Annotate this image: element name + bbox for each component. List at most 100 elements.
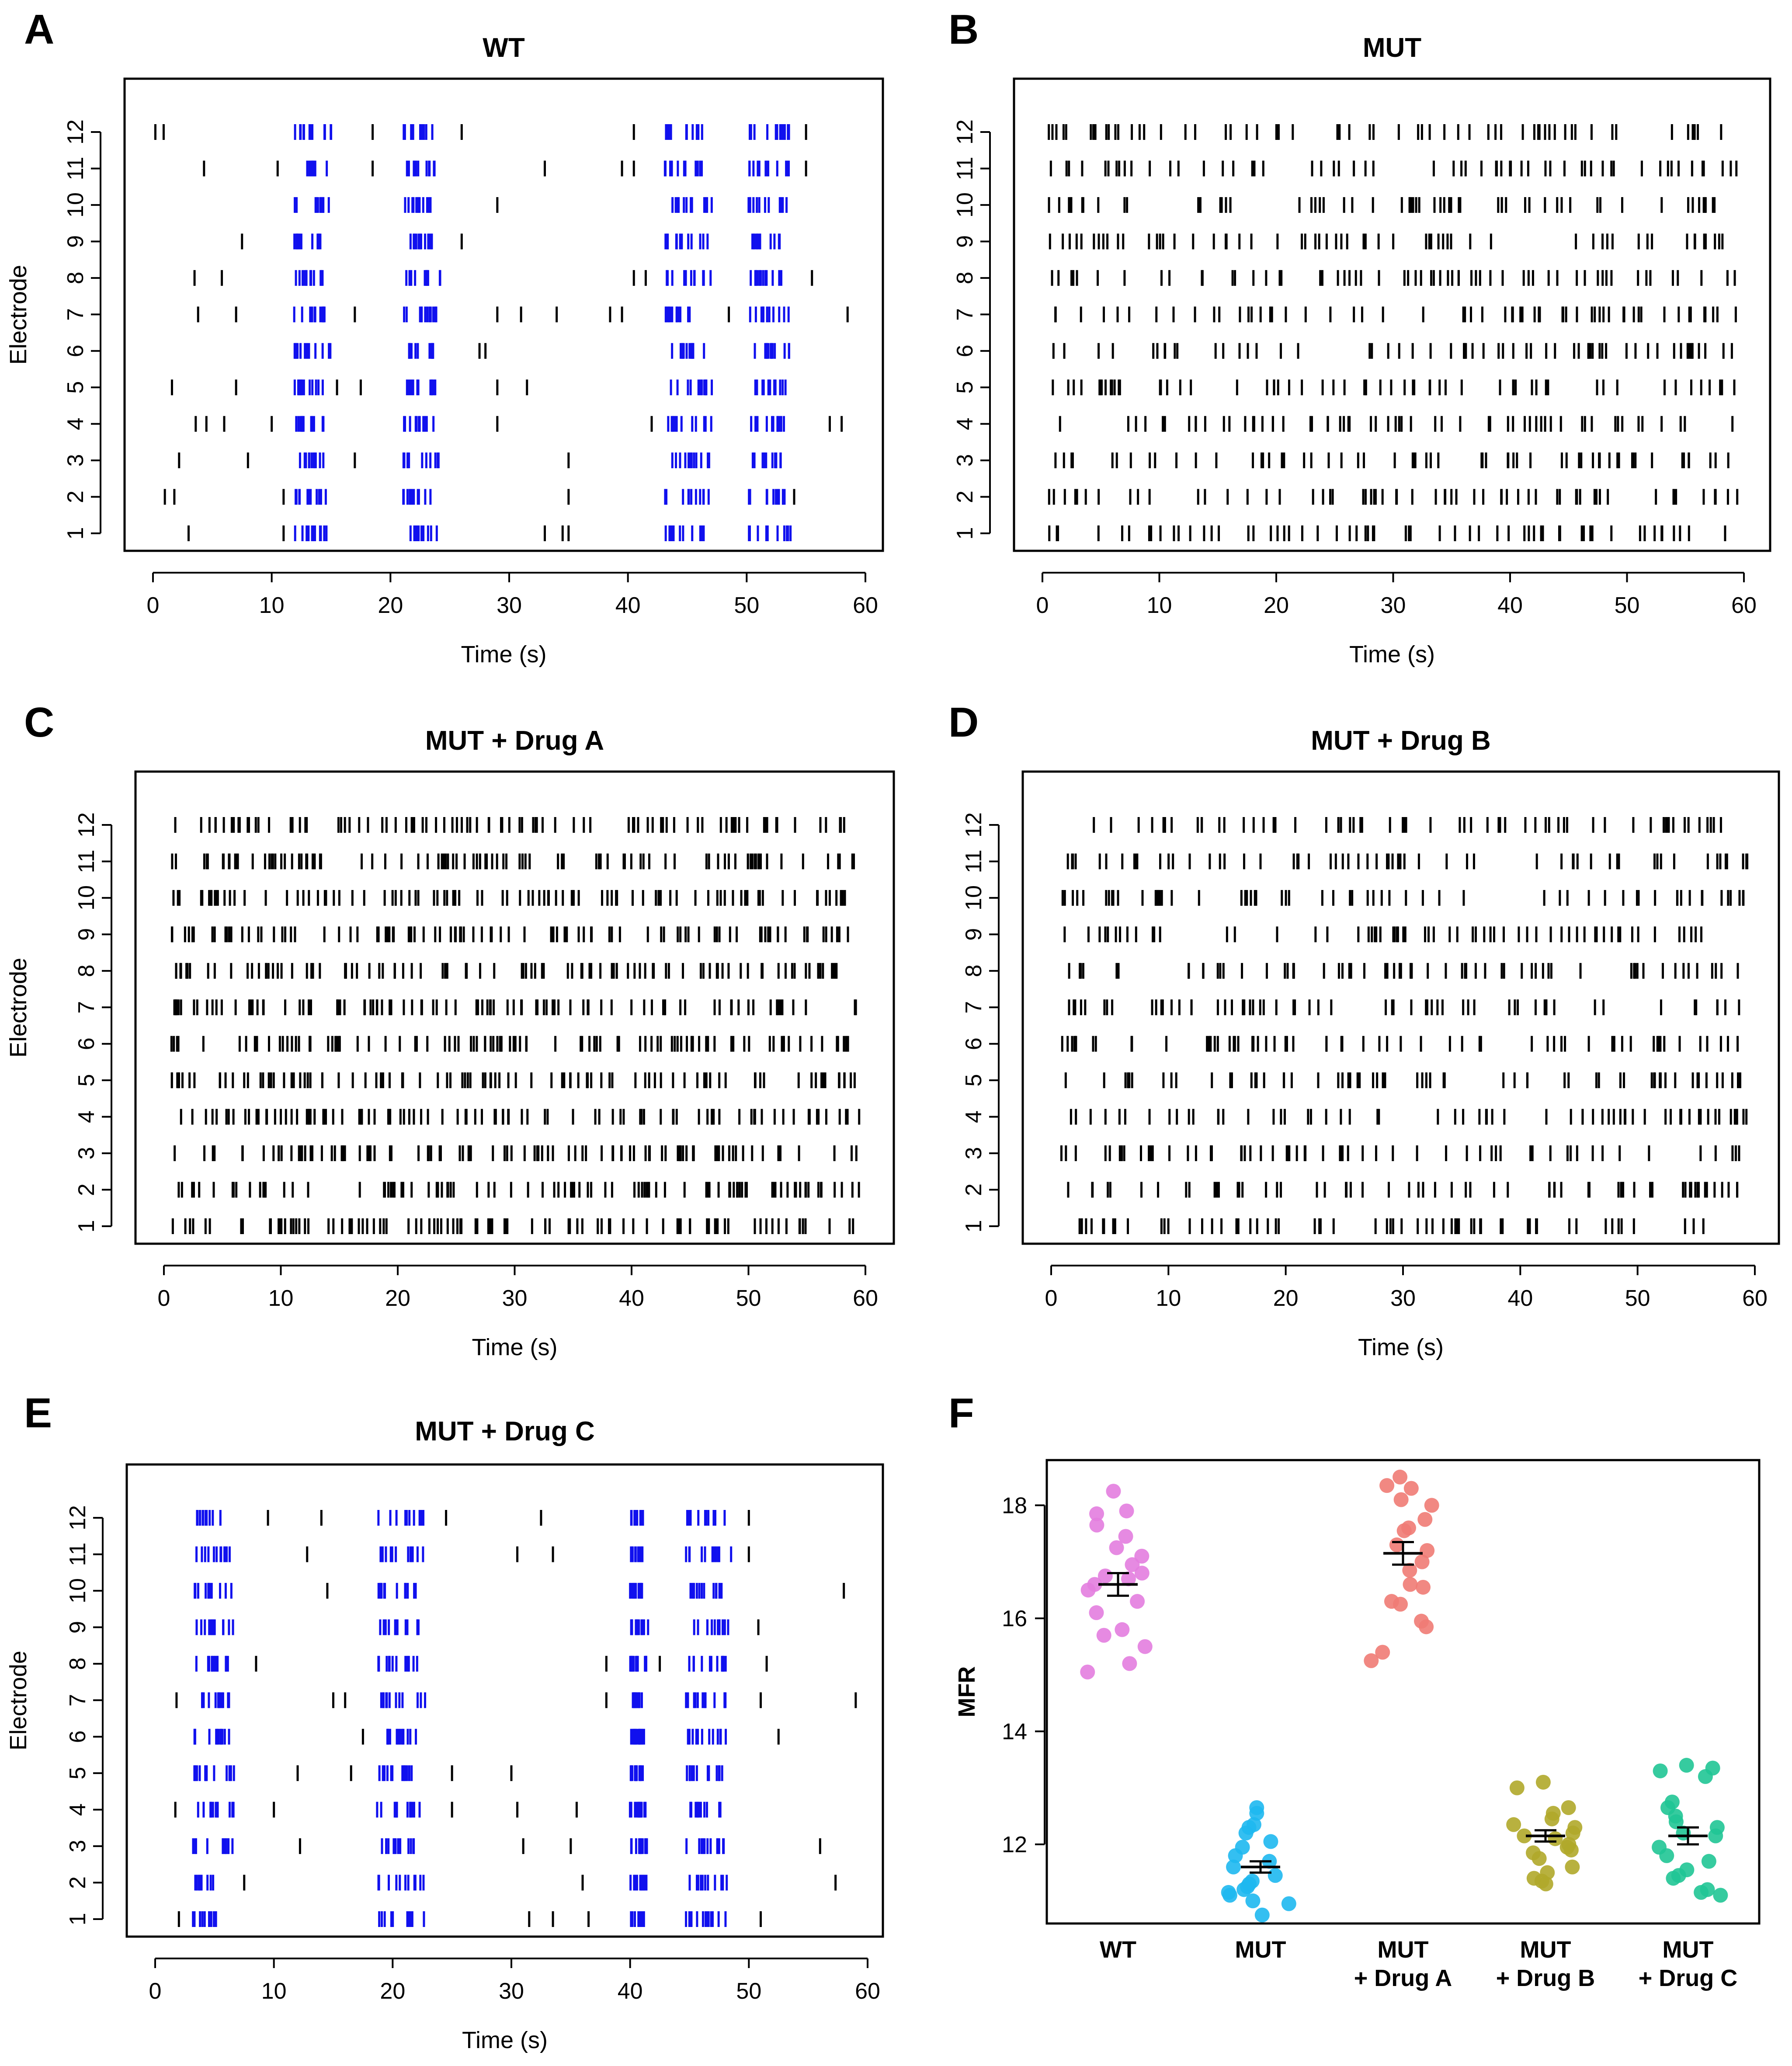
data-point: [1089, 1605, 1104, 1621]
data-point: [1109, 1540, 1124, 1555]
y-tick-label: 6: [961, 1037, 986, 1050]
data-point: [1565, 1826, 1580, 1841]
y-tick-label: 9: [65, 1621, 90, 1634]
category-label-line2: + Drug C: [1639, 1965, 1738, 1991]
data-point: [1119, 1503, 1134, 1519]
y-tick-label: 7: [74, 1001, 99, 1014]
y-tick-label: 6: [952, 344, 978, 357]
y-tick-label: 3: [63, 454, 88, 467]
data-point: [1393, 1596, 1408, 1612]
y-axis-label: Electrode: [5, 265, 31, 365]
y-tick-label: 9: [63, 235, 88, 248]
x-axis-label: Time (s): [462, 2027, 548, 2053]
category-label: MUT: [1235, 1937, 1286, 1963]
x-axis-label: Time (s): [1349, 641, 1435, 668]
y-tick-label: 5: [65, 1767, 90, 1780]
data-point: [1364, 1653, 1379, 1668]
data-point: [1137, 1639, 1153, 1654]
y-axis-label: Electrode: [5, 958, 31, 1057]
y-tick-label: 9: [952, 235, 978, 248]
data-point: [1134, 1565, 1150, 1581]
y-tick-label: 12: [952, 119, 978, 145]
y-tick-label: 2: [65, 1876, 90, 1889]
data-point: [1420, 1543, 1435, 1558]
data-point: [1517, 1828, 1532, 1843]
category-label: MUT: [1520, 1937, 1571, 1963]
x-tick-label: 10: [1156, 1286, 1181, 1311]
data-point: [1653, 1763, 1668, 1778]
y-axis-label: MFR: [954, 1666, 980, 1718]
data-point: [1713, 1888, 1728, 1903]
panel-letter: F: [948, 1390, 974, 1436]
y-tick-label: 3: [952, 454, 978, 467]
x-tick-label: 60: [853, 1286, 878, 1311]
y-tick-label: 3: [65, 1840, 90, 1853]
data-point: [1238, 1826, 1254, 1841]
data-point: [1417, 1512, 1433, 1527]
data-point: [1245, 1893, 1261, 1909]
data-point: [1535, 1774, 1551, 1790]
y-tick-label: 10: [952, 192, 978, 218]
data-point: [1396, 1523, 1412, 1538]
panel-title: MUT + Drug C: [415, 1416, 595, 1447]
y-axis-label: Electrode: [5, 265, 31, 365]
panel-title: WT: [483, 33, 525, 63]
x-tick-label: 50: [734, 593, 759, 618]
panel-title: MUT + Drug A: [425, 726, 604, 756]
x-tick-label: 50: [1615, 593, 1640, 618]
y-tick-label: 10: [63, 192, 88, 218]
y-tick-label: 7: [65, 1694, 90, 1707]
y-tick-label: 6: [63, 344, 88, 357]
y-tick-label: 1: [74, 1220, 99, 1233]
data-point: [1415, 1579, 1431, 1595]
y-tick-label: 1: [65, 1913, 90, 1926]
category-label: WT: [1100, 1937, 1136, 1963]
y-tick-label: 14: [1002, 1719, 1027, 1744]
y-tick-label: 16: [1002, 1606, 1027, 1631]
data-point: [1694, 1885, 1709, 1900]
y-tick-label: 4: [65, 1803, 90, 1816]
x-tick-label: 0: [158, 1286, 170, 1311]
y-tick-label: 10: [961, 885, 986, 911]
y-tick-label: 12: [65, 1505, 90, 1530]
y-tick-label: 2: [74, 1183, 99, 1196]
y-tick-label: 12: [961, 812, 986, 838]
y-tick-label: 10: [74, 885, 99, 911]
data-point: [1565, 1859, 1580, 1875]
x-tick-label: 30: [1381, 593, 1406, 618]
data-point: [1115, 1622, 1130, 1637]
plot-frame: [1013, 77, 1771, 552]
x-tick-label: 0: [1045, 1286, 1058, 1311]
x-tick-label: 40: [1507, 1286, 1533, 1311]
y-tick-label: 5: [63, 381, 88, 394]
y-tick-label: 9: [961, 928, 986, 941]
x-axis-label: Time (s): [472, 1334, 558, 1360]
data-point: [1106, 1484, 1121, 1499]
x-tick-label: 60: [853, 593, 878, 618]
data-point: [1393, 1469, 1408, 1485]
y-tick-label: 12: [1002, 1832, 1027, 1857]
y-tick-label: 3: [961, 1147, 986, 1160]
plot-frame: [125, 1463, 884, 1938]
panel-letter: D: [948, 699, 979, 746]
data-point: [1228, 1848, 1243, 1863]
data-point: [1122, 1656, 1137, 1671]
y-tick-label: 7: [952, 308, 978, 321]
y-tick-label: 11: [961, 849, 986, 873]
data-point: [1089, 1506, 1104, 1521]
y-tick-label: 5: [74, 1074, 99, 1087]
x-tick-label: 20: [385, 1286, 410, 1311]
data-point: [1538, 1876, 1553, 1892]
panel-title: MUT + Drug B: [1311, 726, 1491, 756]
plot-frame: [134, 770, 895, 1245]
y-tick-label: 2: [63, 490, 88, 503]
y-tick-label: 8: [961, 964, 986, 977]
data-point: [1698, 1769, 1713, 1784]
y-tick-label: 6: [74, 1037, 99, 1050]
x-tick-label: 40: [618, 1979, 643, 2004]
x-tick-label: 40: [1497, 593, 1523, 618]
category-label: MUT: [1663, 1937, 1714, 1963]
data-point: [1375, 1645, 1390, 1660]
data-point: [1281, 1896, 1296, 1911]
y-tick-label: 1: [63, 527, 88, 540]
